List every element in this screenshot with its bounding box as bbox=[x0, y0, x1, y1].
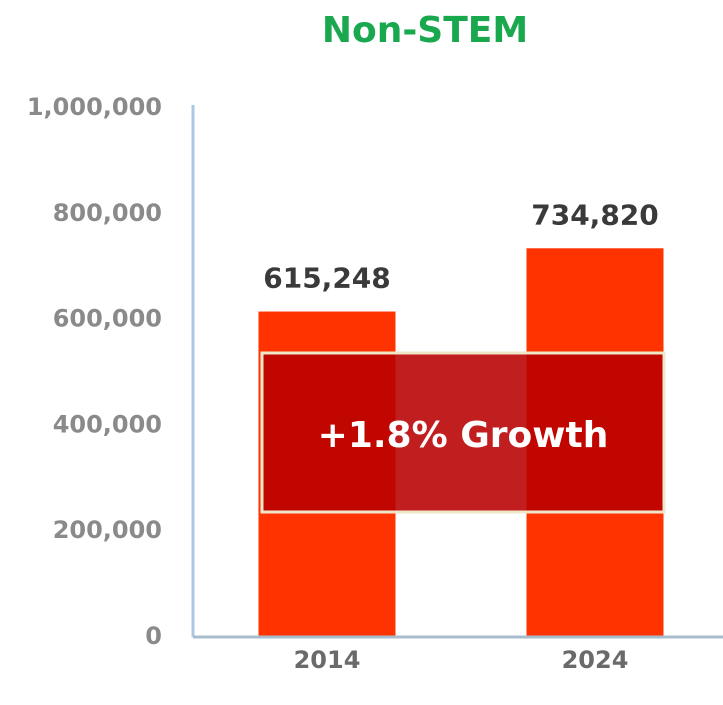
value-label: 615,248 bbox=[263, 262, 391, 295]
x-tick-label: 2014 bbox=[294, 646, 361, 674]
annotation: +1.8% Growth bbox=[318, 415, 609, 456]
y-tick-label: 600,000 bbox=[53, 305, 162, 333]
chart-title: Non-STEM bbox=[322, 10, 528, 51]
y-tick-label: 400,000 bbox=[53, 410, 162, 438]
y-tick-label: 0 bbox=[145, 622, 162, 650]
y-tick-label: 200,000 bbox=[53, 516, 162, 544]
x-tick-label: 2024 bbox=[562, 646, 629, 674]
y-tick-label: 1,000,000 bbox=[27, 93, 162, 121]
y-tick-label: 800,000 bbox=[53, 199, 162, 227]
value-label: 734,820 bbox=[531, 198, 659, 231]
annotation-box bbox=[260, 351, 666, 514]
